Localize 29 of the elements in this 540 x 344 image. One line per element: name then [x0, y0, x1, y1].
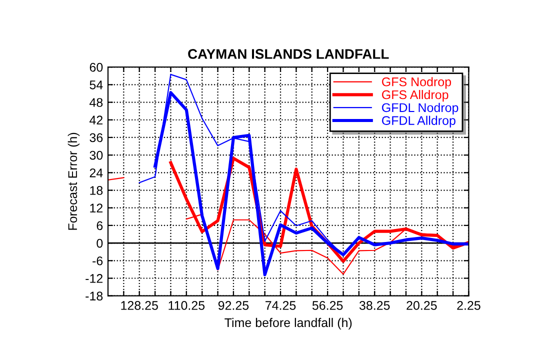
y-tick-label: 12 [90, 204, 103, 212]
legend-label: GFDL Alldrop [382, 116, 456, 128]
y-tick-label: 48 [90, 98, 103, 107]
y-tick-label: 24 [90, 168, 103, 178]
y-tick-label: 18 [90, 186, 103, 195]
y-tick-label: 60 [90, 62, 103, 72]
y-axis-title: Forecast Error (h) [68, 132, 80, 230]
x-tick-label: 74.25 [266, 301, 296, 310]
y-tick-label: 0 [96, 238, 103, 248]
x-tick-label: 38.25 [359, 301, 390, 310]
y-tick-label: -12 [86, 274, 103, 283]
y-tick-label: -18 [86, 292, 103, 300]
x-tick-label: 128.25 [121, 301, 158, 310]
y-tick-label: -6 [92, 256, 103, 266]
y-tick-label: 54 [90, 80, 103, 90]
x-tick-label: 2.25 [457, 301, 480, 310]
x-tick-label: 20.25 [406, 301, 437, 310]
y-tick-label: 30 [90, 150, 103, 160]
x-tick-label: 92.25 [218, 301, 249, 310]
x-tick-label: 56.25 [312, 301, 343, 310]
legend-label: GFS Alldrop [382, 90, 448, 102]
legend-label: GFDL Nodrop [382, 102, 458, 115]
y-tick-label: 6 [96, 221, 103, 230]
y-tick-label: 42 [90, 116, 103, 124]
legend-label: GFS Nodrop [382, 77, 452, 89]
x-tick-label: 110.25 [168, 301, 205, 310]
chart-title: CAYMAN ISLANDS LANDFALL [188, 49, 389, 59]
y-tick-label: 36 [90, 133, 103, 142]
x-axis-title: Time before landfall (h) [224, 318, 352, 330]
